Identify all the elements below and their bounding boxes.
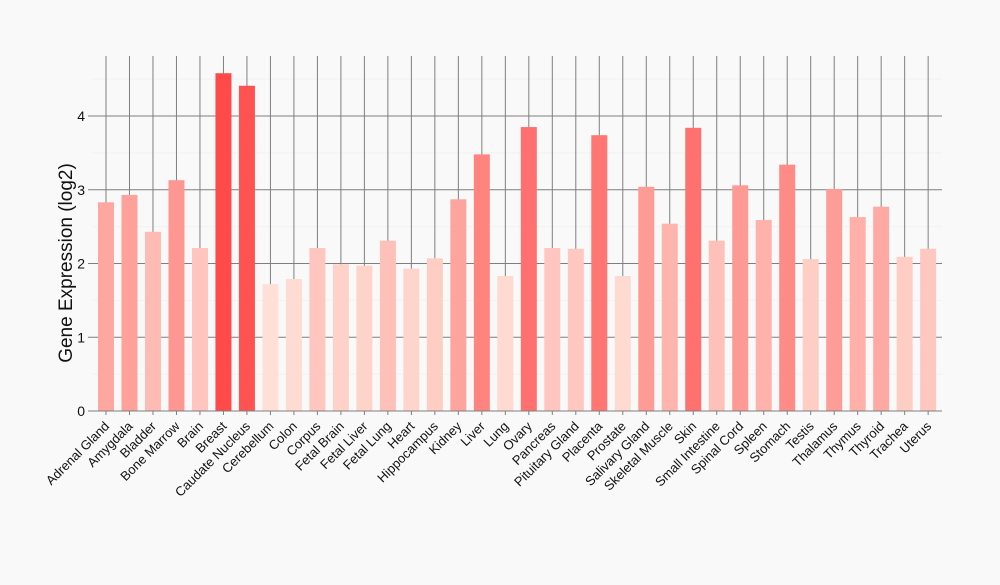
bar-fetal-brain[interactable] [332,264,349,411]
bar-bone-marrow[interactable] [168,180,185,411]
bar-colon[interactable] [285,278,302,411]
y-tick-label: 3 [77,182,85,198]
bar-corpus[interactable] [309,248,326,411]
bar-thymus[interactable] [849,217,866,411]
bar-brain[interactable] [191,248,208,411]
bar-breast[interactable] [215,73,232,411]
bar-uterus[interactable] [920,248,937,411]
y-tick-label: 0 [77,403,85,419]
bar-placenta[interactable] [591,135,608,412]
x-tick-label: Liver [457,418,488,449]
bar-fetal-liver[interactable] [356,265,373,411]
bar-amygdala[interactable] [121,194,138,411]
bar-lung[interactable] [497,276,514,411]
bar-thyroid[interactable] [873,206,890,411]
y-tick-label: 2 [77,256,85,272]
bar-testis[interactable] [802,259,819,411]
bar-heart[interactable] [403,268,420,411]
bar-hippocampus[interactable] [426,258,443,411]
bar-pituitary-gland[interactable] [567,248,584,411]
bar-adrenal-gland[interactable] [98,202,114,411]
y-axis-label: Gene Expression (log2) [56,163,77,363]
bar-bladder[interactable] [144,231,161,411]
bar-stomach[interactable] [779,164,796,411]
bar-small-intestine[interactable] [708,240,725,411]
bar-caudate-nucleus[interactable] [238,85,255,411]
bar-salivary-gland[interactable] [638,186,655,411]
bar-skin[interactable] [685,127,702,412]
bar-fetal-lung[interactable] [379,240,396,411]
bar-cerebellum[interactable] [262,284,279,411]
bar-thalamus[interactable] [826,189,843,411]
bar-skeletal-muscle[interactable] [661,223,678,411]
bar-kidney[interactable] [450,199,467,411]
bar-trachea[interactable] [896,256,913,411]
y-tick-label: 1 [77,329,85,345]
y-tick-label: 4 [77,108,85,124]
bar-spleen[interactable] [755,219,772,411]
bar-spinal-cord[interactable] [732,185,749,411]
bar-pancreas[interactable] [544,248,561,411]
bar-prostate[interactable] [614,276,631,411]
bar-ovary[interactable] [520,127,537,411]
bar-liver[interactable] [473,154,490,411]
